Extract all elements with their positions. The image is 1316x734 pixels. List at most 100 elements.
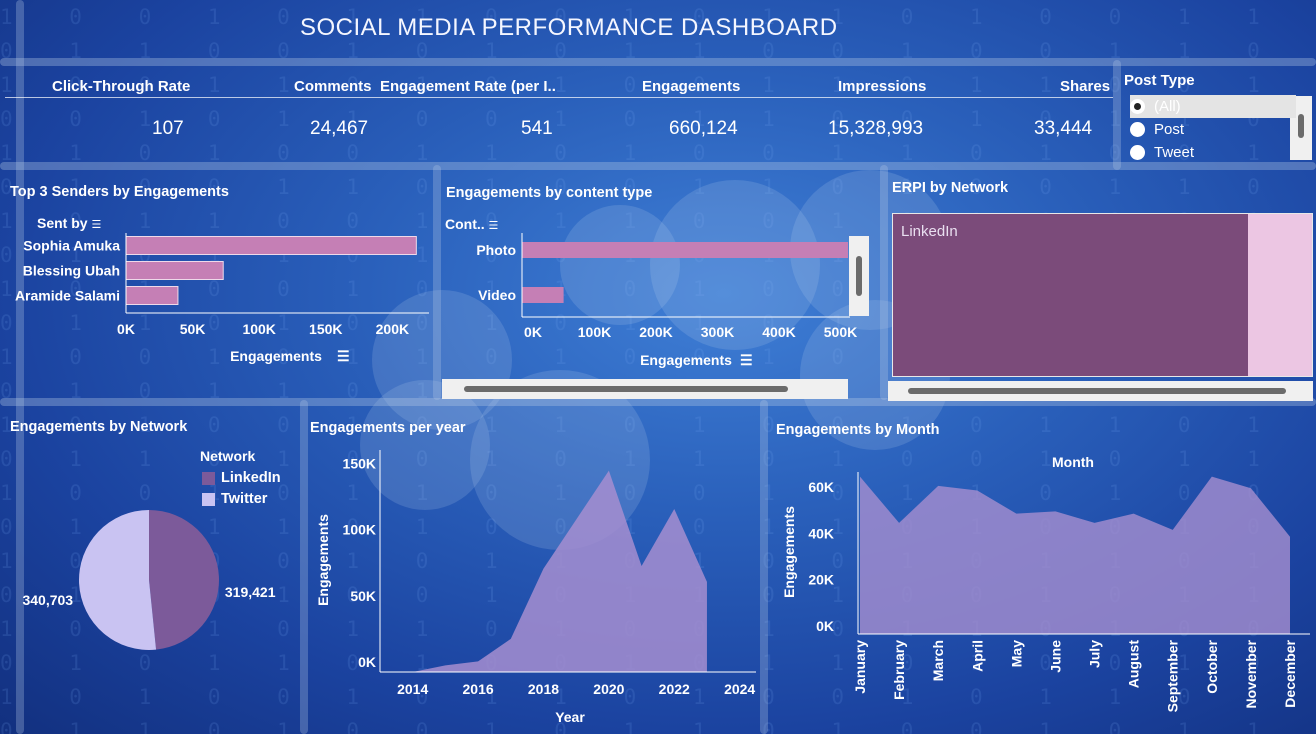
senders-chart: Sophia Amuka Blessing Ubah Aramide Salami 0… xyxy=(15,233,429,364)
frame-bar xyxy=(760,400,768,734)
frame-bar xyxy=(433,165,441,400)
radio-selected-icon[interactable] xyxy=(1130,99,1145,114)
pie-chart: 319,421 340,703 xyxy=(22,510,276,650)
section-title-top-senders: Top 3 Senders by Engagements xyxy=(10,184,229,200)
kpi-divider xyxy=(5,97,1113,98)
x-tick-label: May xyxy=(1008,640,1024,667)
erpi-h-scroll-thumb[interactable] xyxy=(908,388,1286,394)
y-tick-label: 50K xyxy=(350,588,376,604)
y-tick-label: 60K xyxy=(808,479,834,495)
pie-value-label: 340,703 xyxy=(22,592,73,608)
frame-bar xyxy=(1113,60,1121,170)
x-tick-label: March xyxy=(930,640,946,681)
sort-icon: ☰ xyxy=(740,352,753,368)
area-series xyxy=(412,470,707,672)
legend-item-linkedin[interactable]: LinkedIn xyxy=(202,470,281,486)
content-v-scrollbar[interactable] xyxy=(849,236,869,316)
filter-option-tweet[interactable]: Tweet xyxy=(1130,141,1290,164)
content-chart: Photo Video 0K 100K 200K 300K 400K 500K Engageme… xyxy=(476,233,857,368)
x-tick-label: February xyxy=(891,640,907,700)
x-tick-label: December xyxy=(1282,639,1298,707)
x-tick-label: June xyxy=(1047,640,1063,673)
x-tick-label: 2024 xyxy=(724,681,755,697)
pie-slice xyxy=(78,510,157,650)
legend-swatch xyxy=(202,471,215,485)
bg-bubble xyxy=(650,180,820,350)
x-tick-label: August xyxy=(1126,640,1142,689)
kpi-value-ctr: 107 xyxy=(152,118,184,139)
category-label: Video xyxy=(478,287,516,303)
section-title-per-year: Engagements per year xyxy=(310,420,466,436)
x-tick-label: 2014 xyxy=(397,681,428,697)
x-tick-label: 500K xyxy=(824,324,857,340)
frame-bar xyxy=(300,400,308,734)
frame-bar xyxy=(0,162,1316,170)
senders-dimension-label: Sent by ☰ xyxy=(37,215,101,231)
sort-icon: ☰ xyxy=(337,348,350,364)
filter-scroll-thumb[interactable] xyxy=(1298,114,1304,138)
filter-option-label: (All) xyxy=(1154,98,1181,115)
sort-icon[interactable]: ☰ xyxy=(91,219,102,231)
radio-icon[interactable] xyxy=(1130,145,1145,160)
treemap-tile-side[interactable] xyxy=(1248,214,1312,376)
legend-item-twitter[interactable]: Twitter xyxy=(202,491,267,507)
x-tick-label: 0K xyxy=(524,324,542,340)
x-tick-label: 400K xyxy=(762,324,795,340)
filter-option-label: Post xyxy=(1154,121,1185,138)
month-header: Month xyxy=(1052,454,1094,470)
kpi-label-ctr: Click-Through Rate xyxy=(52,78,191,95)
content-h-scrollbar[interactable] xyxy=(442,379,848,399)
x-tick-label: January xyxy=(852,640,868,694)
content-h-scroll-thumb[interactable] xyxy=(464,386,788,392)
sort-icon[interactable]: ☰ xyxy=(488,220,499,232)
filter-option-label: Tweet xyxy=(1154,144,1195,161)
section-title-content-type: Engagements by content type xyxy=(446,185,653,201)
bg-bubble xyxy=(560,205,680,325)
content-dimension-label: Cont.. ☰ xyxy=(445,216,498,232)
x-tick-label: November xyxy=(1243,639,1259,708)
filter-option-all[interactable]: (All) xyxy=(1130,95,1296,118)
bar xyxy=(522,287,564,303)
y-tick-label: 40K xyxy=(808,525,834,541)
legend-swatch xyxy=(202,492,215,506)
x-axis-title: Year xyxy=(555,709,585,725)
frame-bar xyxy=(0,398,1316,406)
y-axis-title: Engagements xyxy=(781,506,797,598)
x-tick-label: 100K xyxy=(242,321,275,337)
treemap-tile-linkedin[interactable]: LinkedIn xyxy=(893,214,1248,376)
legend-label: LinkedIn xyxy=(221,470,281,486)
x-tick-label: 100K xyxy=(578,324,611,340)
erpi-h-scrollbar[interactable] xyxy=(888,381,1313,401)
kpi-value-shares: 33,444 xyxy=(1034,118,1093,139)
radio-icon[interactable] xyxy=(1130,122,1145,137)
area-series xyxy=(860,476,1290,634)
x-tick-label: September xyxy=(1165,639,1181,712)
content-v-scroll-thumb[interactable] xyxy=(856,256,862,296)
x-tick-label: 300K xyxy=(701,324,734,340)
x-tick-label: 150K xyxy=(309,321,342,337)
bar xyxy=(125,236,417,255)
year-chart: 0K 50K 100K 150K 2014 2016 2018 2020 2022 2024 Yea… xyxy=(315,450,756,725)
x-tick-label: 200K xyxy=(639,324,672,340)
x-tick-label: 2020 xyxy=(593,681,624,697)
kpi-value-engagements: 660,124 xyxy=(669,118,738,139)
x-tick-label: April xyxy=(969,640,985,672)
post-type-filter: Post Type (All) Post Tweet xyxy=(1122,70,1312,162)
bg-bubble xyxy=(360,380,490,510)
x-axis-title: Engagements xyxy=(640,352,732,368)
kpi-label-engagement-rate: Engagement Rate (per I.. xyxy=(380,78,556,95)
kpi-value-engagement-rate: 541 xyxy=(521,118,553,139)
y-tick-label: 100K xyxy=(343,522,376,538)
x-tick-label: 2022 xyxy=(659,681,690,697)
page-title: SOCIAL MEDIA PERFORMANCE DASHBOARD xyxy=(300,14,838,41)
x-axis-title: Engagements xyxy=(230,348,322,364)
network-legend-title: Network xyxy=(200,448,256,464)
kpi-label-shares: Shares xyxy=(1060,78,1111,95)
section-title-by-month: Engagements by Month xyxy=(776,422,940,438)
senders-dimension-text: Sent by xyxy=(37,215,88,231)
erpi-treemap: LinkedIn xyxy=(892,213,1313,377)
filter-option-post[interactable]: Post xyxy=(1130,118,1290,141)
pie-slice xyxy=(149,510,219,650)
y-axis-title: Engagements xyxy=(315,514,331,606)
kpi-label-impressions: Impressions xyxy=(838,78,927,95)
